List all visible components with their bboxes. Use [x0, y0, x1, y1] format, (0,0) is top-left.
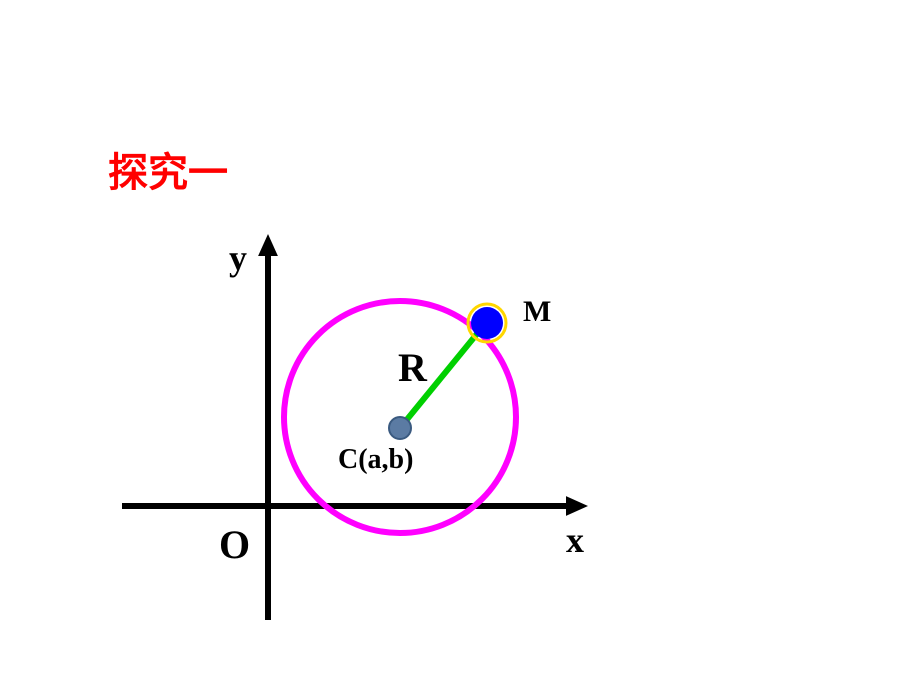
center-label: C(a,b) [338, 444, 413, 475]
radius-label: R [398, 345, 428, 390]
x-axis-arrowhead [566, 496, 588, 516]
coordinate-diagram: x y O C(a,b) R M [0, 0, 920, 690]
center-point [389, 417, 411, 439]
y-axis-label: y [229, 238, 247, 278]
point-m [471, 307, 503, 339]
point-m-label: M [523, 295, 551, 328]
origin-label: O [219, 522, 250, 567]
x-axis-label: x [566, 520, 584, 560]
y-axis-arrowhead [258, 234, 278, 256]
